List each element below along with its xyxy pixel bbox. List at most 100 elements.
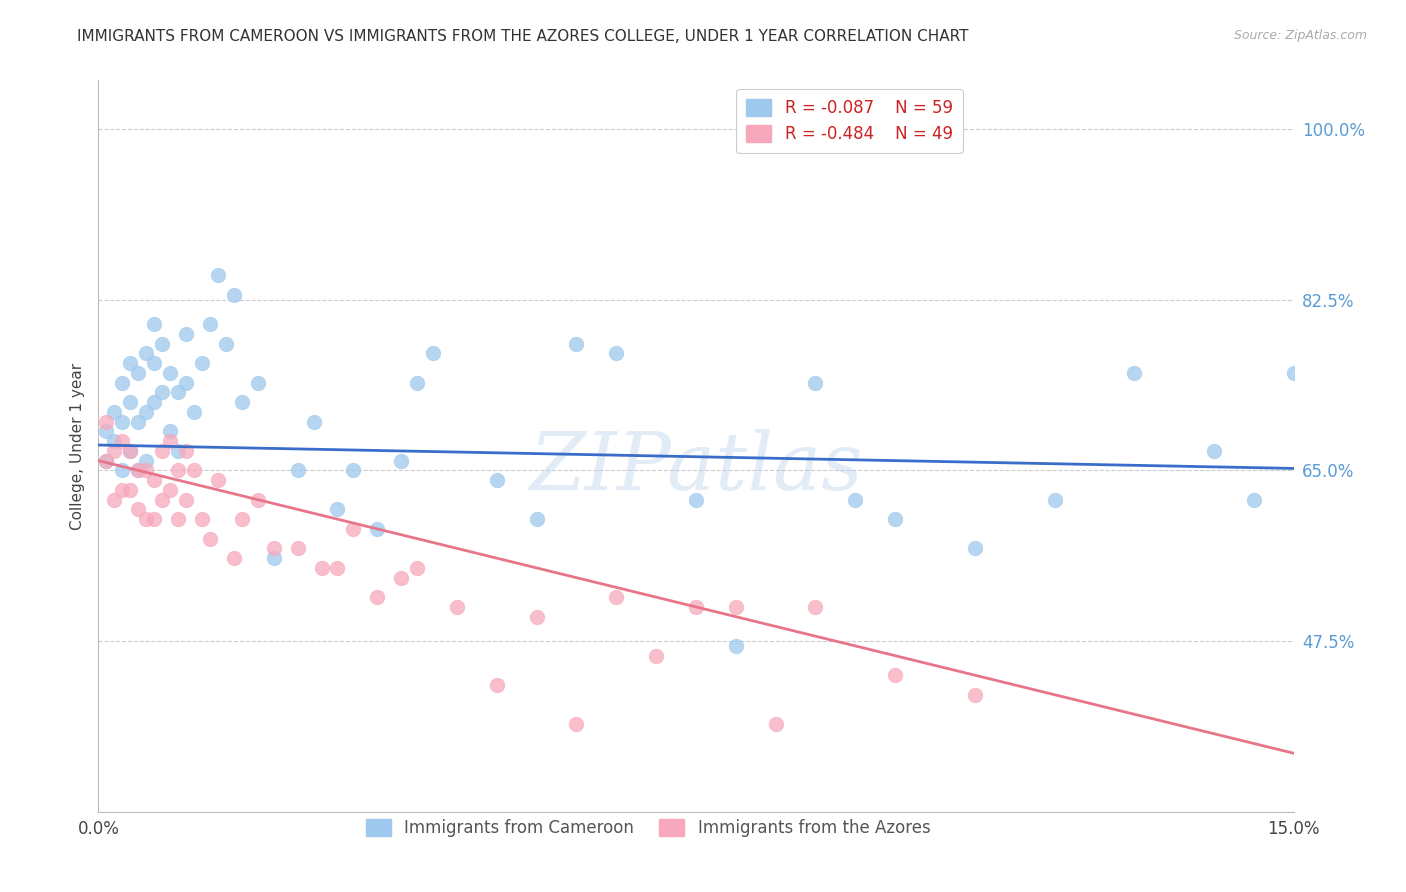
Point xyxy=(342,463,364,477)
Point xyxy=(231,512,253,526)
Point xyxy=(342,522,364,536)
Point xyxy=(485,473,508,487)
Point xyxy=(1282,366,1305,380)
Point xyxy=(135,453,157,467)
Point xyxy=(287,541,309,556)
Point xyxy=(406,561,429,575)
Point xyxy=(1043,492,1066,507)
Point xyxy=(207,473,229,487)
Point xyxy=(422,346,444,360)
Point xyxy=(263,541,285,556)
Point xyxy=(1123,366,1146,380)
Point xyxy=(191,512,214,526)
Point xyxy=(311,561,333,575)
Point xyxy=(326,561,349,575)
Point xyxy=(143,512,166,526)
Point xyxy=(103,434,125,449)
Point xyxy=(167,512,190,526)
Point xyxy=(159,434,181,449)
Point xyxy=(366,522,388,536)
Point xyxy=(605,590,627,604)
Point xyxy=(150,492,173,507)
Point xyxy=(526,609,548,624)
Point xyxy=(215,336,238,351)
Point xyxy=(302,415,325,429)
Point xyxy=(96,425,118,439)
Text: ZIPatlas: ZIPatlas xyxy=(529,429,863,507)
Point xyxy=(406,376,429,390)
Point xyxy=(485,678,508,692)
Point xyxy=(963,541,986,556)
Text: Source: ZipAtlas.com: Source: ZipAtlas.com xyxy=(1233,29,1367,42)
Point xyxy=(120,483,142,497)
Point xyxy=(183,463,205,477)
Point xyxy=(287,463,309,477)
Point xyxy=(127,463,149,477)
Point xyxy=(174,492,197,507)
Point xyxy=(526,512,548,526)
Point xyxy=(1202,443,1225,458)
Point xyxy=(111,483,134,497)
Point xyxy=(804,376,827,390)
Point xyxy=(111,434,134,449)
Point xyxy=(884,512,907,526)
Point xyxy=(127,502,149,516)
Point xyxy=(222,288,245,302)
Point xyxy=(143,317,166,331)
Text: IMMIGRANTS FROM CAMEROON VS IMMIGRANTS FROM THE AZORES COLLEGE, UNDER 1 YEAR COR: IMMIGRANTS FROM CAMEROON VS IMMIGRANTS F… xyxy=(77,29,969,44)
Point xyxy=(135,346,157,360)
Point xyxy=(150,336,173,351)
Point xyxy=(135,405,157,419)
Point xyxy=(120,395,142,409)
Point xyxy=(326,502,349,516)
Point xyxy=(389,571,412,585)
Point xyxy=(143,395,166,409)
Point xyxy=(389,453,412,467)
Point xyxy=(120,356,142,370)
Point xyxy=(111,376,134,390)
Point xyxy=(724,639,747,653)
Point xyxy=(135,463,157,477)
Point xyxy=(150,443,173,458)
Point xyxy=(167,463,190,477)
Point xyxy=(605,346,627,360)
Point xyxy=(844,492,866,507)
Point xyxy=(111,415,134,429)
Point xyxy=(191,356,214,370)
Point xyxy=(143,473,166,487)
Point xyxy=(246,376,269,390)
Point xyxy=(222,551,245,566)
Point xyxy=(103,405,125,419)
Point xyxy=(143,356,166,370)
Point xyxy=(565,717,588,731)
Point xyxy=(159,366,181,380)
Y-axis label: College, Under 1 year: College, Under 1 year xyxy=(69,362,84,530)
Point xyxy=(231,395,253,409)
Point xyxy=(565,336,588,351)
Point xyxy=(96,453,118,467)
Legend: Immigrants from Cameroon, Immigrants from the Azores: Immigrants from Cameroon, Immigrants fro… xyxy=(360,812,936,844)
Point xyxy=(135,512,157,526)
Point xyxy=(198,532,221,546)
Point xyxy=(96,415,118,429)
Point xyxy=(765,717,787,731)
Point xyxy=(963,688,986,702)
Point xyxy=(111,463,134,477)
Point xyxy=(1243,492,1265,507)
Point xyxy=(127,366,149,380)
Point xyxy=(96,453,118,467)
Point xyxy=(884,668,907,682)
Point xyxy=(685,599,707,614)
Point xyxy=(120,443,142,458)
Point xyxy=(246,492,269,507)
Point xyxy=(174,326,197,341)
Point xyxy=(103,443,125,458)
Point xyxy=(263,551,285,566)
Point xyxy=(174,443,197,458)
Point xyxy=(804,599,827,614)
Point xyxy=(198,317,221,331)
Point xyxy=(159,483,181,497)
Point xyxy=(127,463,149,477)
Point xyxy=(159,425,181,439)
Point xyxy=(645,648,668,663)
